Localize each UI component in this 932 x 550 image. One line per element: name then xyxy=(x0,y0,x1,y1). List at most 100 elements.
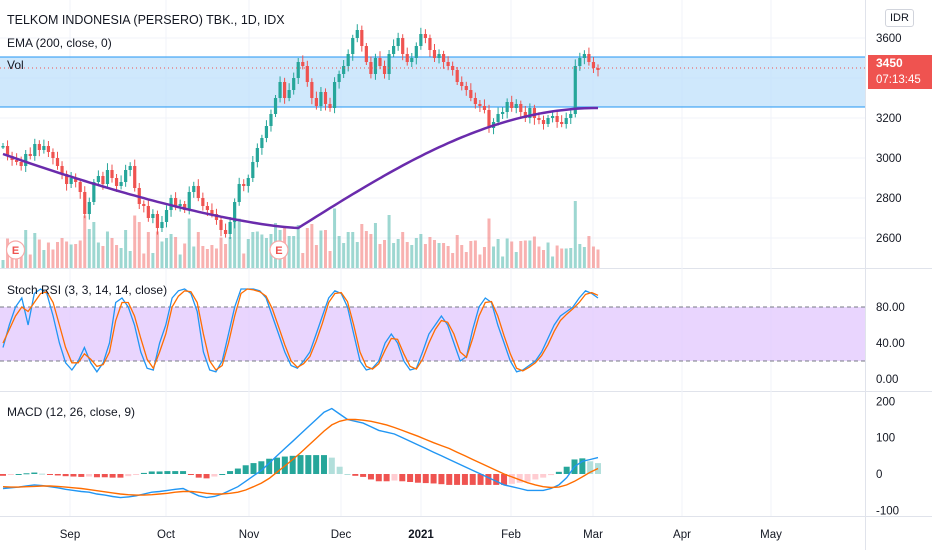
candle[interactable] xyxy=(441,54,446,62)
candle[interactable] xyxy=(110,170,114,178)
candle[interactable] xyxy=(505,102,509,112)
ema-legend[interactable]: EMA (200, close, 0) xyxy=(7,36,112,50)
candle[interactable] xyxy=(55,158,60,166)
candle[interactable] xyxy=(283,82,287,98)
earnings-marker-icon[interactable] xyxy=(5,240,26,260)
candle[interactable] xyxy=(142,204,146,206)
candle[interactable] xyxy=(310,82,314,98)
candle[interactable] xyxy=(255,148,259,162)
candle[interactable] xyxy=(473,98,477,104)
stoch-rsi-pane[interactable] xyxy=(0,288,865,373)
candle[interactable] xyxy=(96,176,100,182)
candle[interactable] xyxy=(5,146,10,156)
macd-line-macd[interactable] xyxy=(2,407,599,499)
candle[interactable] xyxy=(591,62,596,68)
currency-button[interactable]: IDR xyxy=(885,9,914,27)
candle[interactable] xyxy=(355,30,359,38)
candle[interactable] xyxy=(83,192,87,214)
candle[interactable] xyxy=(219,220,223,230)
candle[interactable] xyxy=(537,118,541,120)
candle[interactable] xyxy=(101,176,105,184)
candle[interactable] xyxy=(74,178,78,182)
candle[interactable] xyxy=(251,162,255,178)
candle[interactable] xyxy=(233,202,237,222)
candle[interactable] xyxy=(464,86,468,90)
candle[interactable] xyxy=(305,66,309,82)
candle[interactable] xyxy=(332,82,337,108)
candle[interactable] xyxy=(124,170,128,182)
candle[interactable] xyxy=(501,112,505,114)
candle[interactable] xyxy=(119,182,123,186)
candle[interactable] xyxy=(446,62,450,66)
candle[interactable] xyxy=(33,144,37,156)
candle[interactable] xyxy=(337,74,341,82)
candle[interactable] xyxy=(164,210,169,222)
candle[interactable] xyxy=(273,98,278,114)
candle[interactable] xyxy=(587,54,591,62)
candle[interactable] xyxy=(596,68,600,70)
candle[interactable] xyxy=(264,126,269,138)
candle[interactable] xyxy=(582,54,586,58)
candle[interactable] xyxy=(369,62,373,74)
candle[interactable] xyxy=(173,198,178,206)
candle[interactable] xyxy=(532,108,537,118)
volume-legend[interactable]: Vol xyxy=(7,58,24,72)
candle[interactable] xyxy=(342,66,346,74)
candle[interactable] xyxy=(387,54,391,74)
candle[interactable] xyxy=(519,104,523,112)
candle[interactable] xyxy=(396,38,400,46)
candle[interactable] xyxy=(87,202,91,214)
candle[interactable] xyxy=(19,162,23,166)
candle[interactable] xyxy=(296,62,300,78)
candle[interactable] xyxy=(569,114,573,118)
candle[interactable] xyxy=(105,170,110,184)
candle[interactable] xyxy=(187,192,191,210)
candle[interactable] xyxy=(92,182,96,202)
candle[interactable] xyxy=(69,178,73,184)
ema-200-line[interactable] xyxy=(2,106,598,230)
candle[interactable] xyxy=(205,206,209,210)
candle[interactable] xyxy=(160,222,164,228)
candle[interactable] xyxy=(237,184,241,202)
candle[interactable] xyxy=(382,66,387,74)
candle[interactable] xyxy=(292,78,296,90)
candle[interactable] xyxy=(578,58,582,66)
candle[interactable] xyxy=(328,104,332,108)
candle[interactable] xyxy=(114,178,119,186)
candle[interactable] xyxy=(460,82,464,86)
candle[interactable] xyxy=(51,152,55,158)
candle[interactable] xyxy=(78,182,82,192)
candle[interactable] xyxy=(64,174,69,184)
candle[interactable] xyxy=(269,114,273,126)
candle[interactable] xyxy=(364,46,368,62)
candle[interactable] xyxy=(287,90,291,98)
candle[interactable] xyxy=(46,146,51,152)
stoch-rsi-legend[interactable]: Stoch RSI (3, 3, 14, 14, close) xyxy=(7,283,168,297)
candle[interactable] xyxy=(278,82,282,98)
candle[interactable] xyxy=(392,46,396,54)
candle[interactable] xyxy=(523,112,527,118)
candle[interactable] xyxy=(478,104,482,106)
candle[interactable] xyxy=(28,154,32,156)
candle[interactable] xyxy=(546,118,550,124)
candle[interactable] xyxy=(423,34,428,38)
stoch-line-d[interactable] xyxy=(2,288,599,372)
candle[interactable] xyxy=(496,114,500,122)
candle[interactable] xyxy=(228,222,232,234)
candle[interactable] xyxy=(455,70,459,82)
candle[interactable] xyxy=(133,166,137,188)
candle[interactable] xyxy=(573,66,577,114)
candle[interactable] xyxy=(183,204,187,210)
candle[interactable] xyxy=(223,230,228,234)
candle[interactable] xyxy=(510,102,514,108)
candle[interactable] xyxy=(378,58,382,66)
candle[interactable] xyxy=(24,154,28,166)
candle[interactable] xyxy=(201,198,205,206)
candle[interactable] xyxy=(414,46,418,58)
candle[interactable] xyxy=(564,118,568,124)
candle[interactable] xyxy=(482,106,487,110)
candle[interactable] xyxy=(301,62,305,66)
earnings-marker-icon[interactable] xyxy=(269,240,289,260)
candle[interactable] xyxy=(1,146,5,148)
